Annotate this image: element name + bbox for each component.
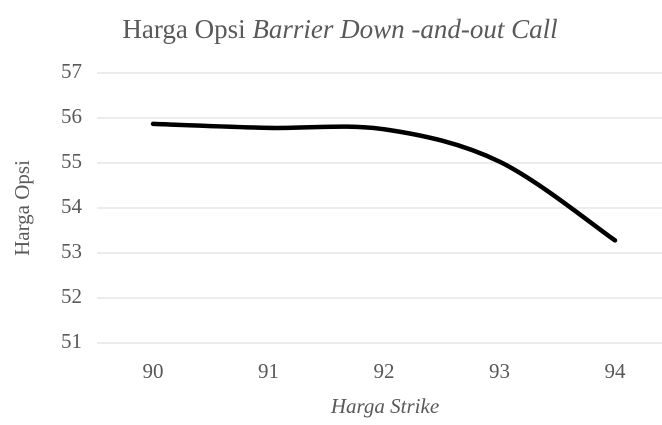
x-tick-label: 93 [489,359,510,383]
y-tick-label: 51 [61,329,82,353]
y-tick-label: 57 [61,59,82,83]
y-axis-label: Harga Opsi [10,160,34,256]
y-tick-label: 55 [61,149,82,173]
x-tick-label: 92 [374,359,395,383]
y-tick-label: 52 [61,284,82,308]
y-tick-label: 54 [61,194,83,218]
x-tick-label: 94 [605,359,627,383]
title-plain: Harga Opsi [122,14,245,44]
x-tick-label: 90 [143,359,164,383]
x-tick-label: 91 [258,359,279,383]
chart-title: Harga Opsi Barrier Down -and-out Call [122,14,557,44]
y-tick-label: 53 [61,239,82,263]
y-tick-label: 56 [61,104,82,128]
x-axis-label: Harga Strike [330,394,439,418]
data-line [150,121,618,243]
title-italic: Barrier Down -and-out Call [252,14,557,44]
